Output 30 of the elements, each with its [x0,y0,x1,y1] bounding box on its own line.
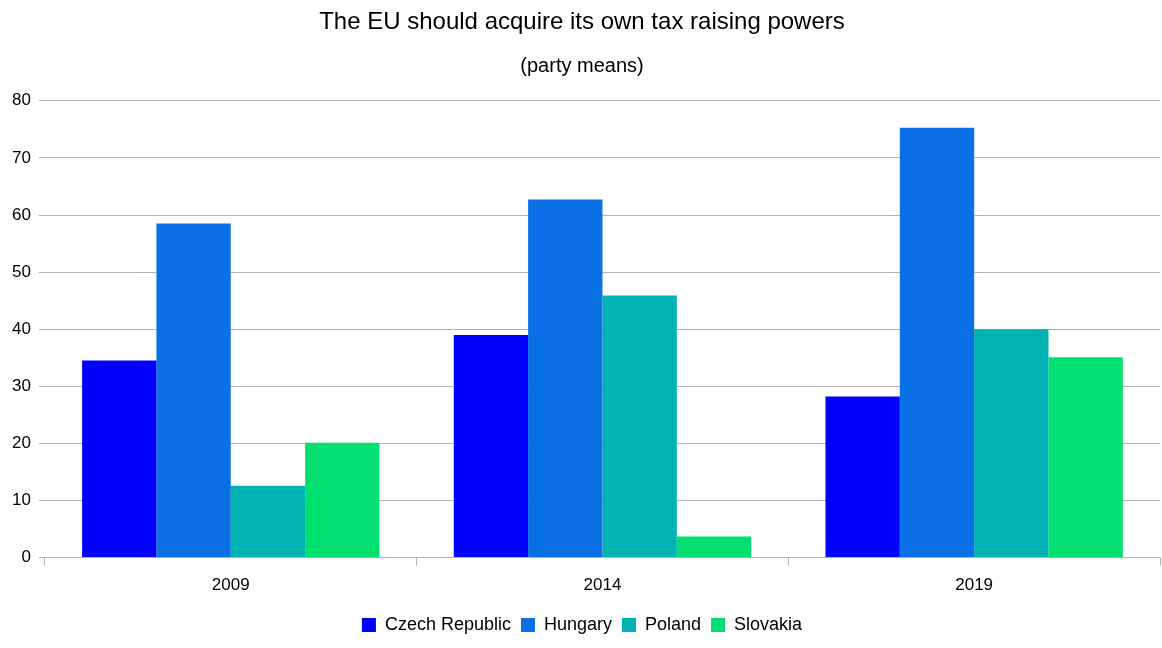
bar [82,360,157,558]
legend-label: Hungary [543,613,613,634]
chart-title: The EU should acquire its own tax raising powers [319,7,845,35]
y-tick-label: 0 [21,547,31,567]
y-tick-label: 10 [11,490,31,510]
bar [230,485,306,558]
legend-label: Poland [645,613,702,634]
x-tick-label: 2019 [955,575,994,595]
x-tick-label: 2014 [583,575,622,595]
bar [1048,357,1123,558]
bar [528,199,603,558]
bar [676,536,752,558]
y-tick-label: 70 [11,147,31,167]
y-tick-label: 20 [11,433,31,453]
bar [453,334,529,558]
x-tick-label: 2009 [211,575,250,595]
y-tick-label: 80 [11,90,31,110]
y-tick-label: 40 [11,318,31,338]
legend-label: Slovakia [734,613,804,634]
y-tick-label: 50 [11,261,31,281]
bar [305,442,380,558]
bar [602,295,677,558]
bar [899,127,975,558]
bar [825,396,900,558]
y-tick-label: 30 [11,375,31,395]
legend-label: Czech Republic [384,613,511,634]
bar [156,223,231,558]
chart-subtitle: (party means) [520,54,644,77]
y-tick-label: 60 [11,204,31,224]
bar [974,329,1049,558]
